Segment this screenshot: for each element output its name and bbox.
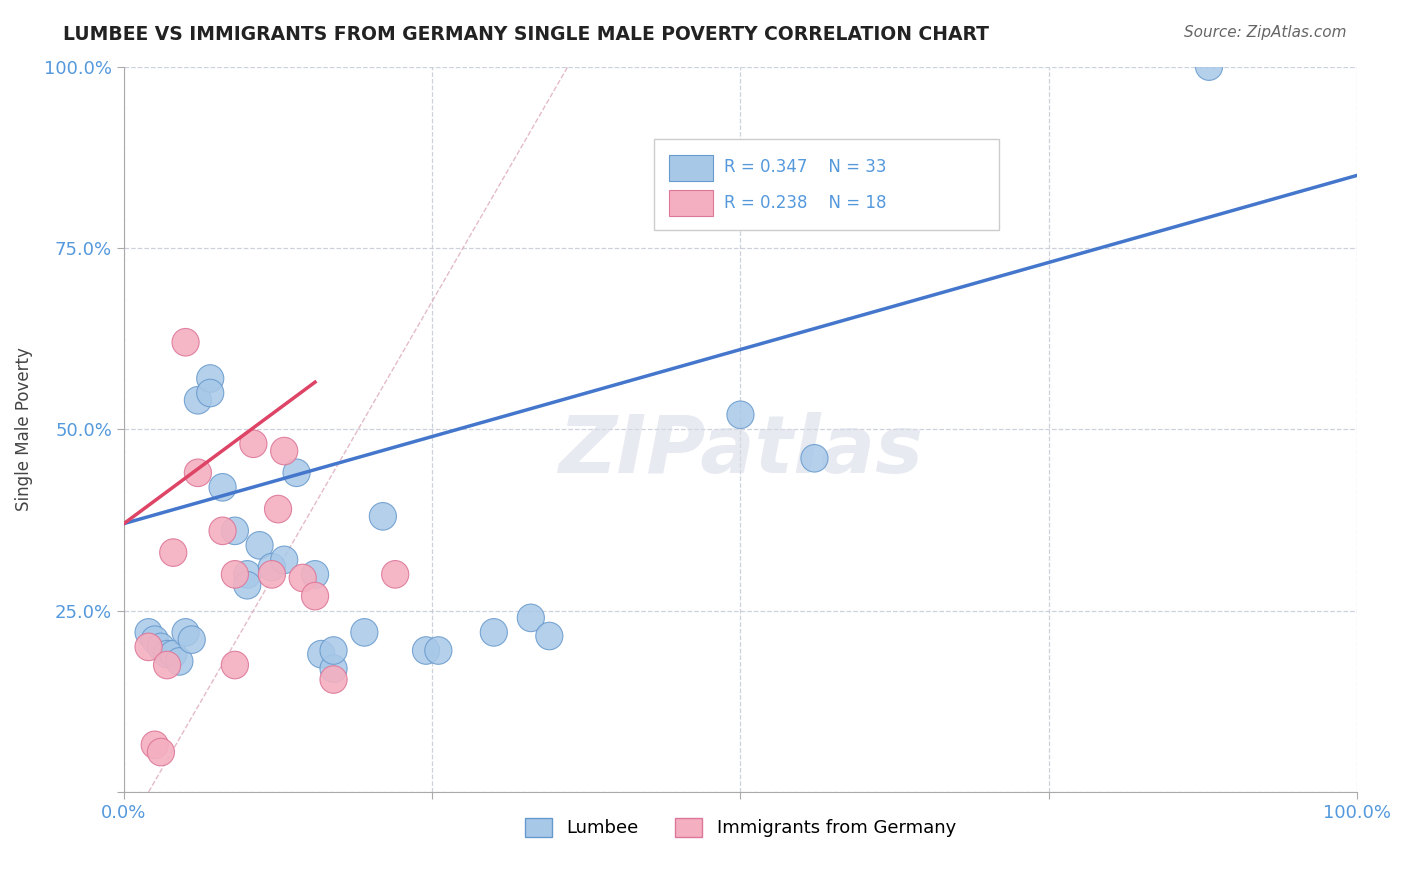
Text: R = 0.238    N = 18: R = 0.238 N = 18 (724, 194, 887, 212)
Text: Source: ZipAtlas.com: Source: ZipAtlas.com (1184, 25, 1347, 40)
Text: ZIPatlas: ZIPatlas (558, 412, 922, 490)
Ellipse shape (412, 637, 440, 665)
Ellipse shape (381, 560, 409, 588)
Ellipse shape (153, 651, 180, 679)
FancyBboxPatch shape (654, 139, 1000, 230)
Ellipse shape (148, 739, 174, 766)
Ellipse shape (290, 565, 316, 591)
Ellipse shape (172, 619, 200, 646)
Ellipse shape (283, 459, 311, 487)
Ellipse shape (233, 572, 260, 599)
Ellipse shape (270, 546, 298, 574)
Ellipse shape (240, 430, 267, 458)
Ellipse shape (301, 582, 329, 610)
Ellipse shape (321, 665, 347, 693)
Ellipse shape (179, 626, 205, 654)
Ellipse shape (209, 517, 236, 545)
Ellipse shape (301, 560, 329, 588)
Ellipse shape (264, 495, 291, 523)
Ellipse shape (425, 637, 451, 665)
Ellipse shape (536, 623, 562, 649)
Ellipse shape (221, 651, 249, 679)
Ellipse shape (246, 532, 273, 559)
Y-axis label: Single Male Poverty: Single Male Poverty (15, 347, 32, 511)
Ellipse shape (517, 604, 544, 632)
Ellipse shape (727, 401, 754, 428)
Ellipse shape (197, 379, 224, 407)
Ellipse shape (172, 328, 200, 356)
Ellipse shape (160, 640, 187, 668)
Ellipse shape (259, 560, 285, 588)
Ellipse shape (370, 502, 396, 530)
Ellipse shape (197, 365, 224, 392)
Ellipse shape (233, 560, 260, 588)
Ellipse shape (141, 731, 169, 758)
Ellipse shape (184, 386, 211, 414)
Ellipse shape (259, 553, 285, 581)
Ellipse shape (221, 560, 249, 588)
Ellipse shape (270, 437, 298, 465)
Ellipse shape (352, 619, 378, 646)
Ellipse shape (148, 633, 174, 661)
Ellipse shape (308, 640, 335, 668)
Text: R = 0.347    N = 33: R = 0.347 N = 33 (724, 159, 887, 177)
Ellipse shape (321, 655, 347, 682)
Ellipse shape (160, 539, 187, 566)
Ellipse shape (221, 517, 249, 545)
Ellipse shape (184, 459, 211, 487)
Ellipse shape (1195, 53, 1223, 80)
Ellipse shape (481, 619, 508, 646)
Ellipse shape (321, 637, 347, 665)
Ellipse shape (141, 626, 169, 654)
Ellipse shape (801, 444, 828, 472)
Ellipse shape (135, 633, 162, 661)
Ellipse shape (166, 648, 193, 675)
Legend: Lumbee, Immigrants from Germany: Lumbee, Immigrants from Germany (517, 811, 963, 845)
Ellipse shape (153, 640, 180, 668)
Ellipse shape (209, 474, 236, 501)
Text: LUMBEE VS IMMIGRANTS FROM GERMANY SINGLE MALE POVERTY CORRELATION CHART: LUMBEE VS IMMIGRANTS FROM GERMANY SINGLE… (63, 25, 990, 44)
FancyBboxPatch shape (669, 155, 713, 181)
FancyBboxPatch shape (669, 190, 713, 216)
Ellipse shape (135, 619, 162, 646)
